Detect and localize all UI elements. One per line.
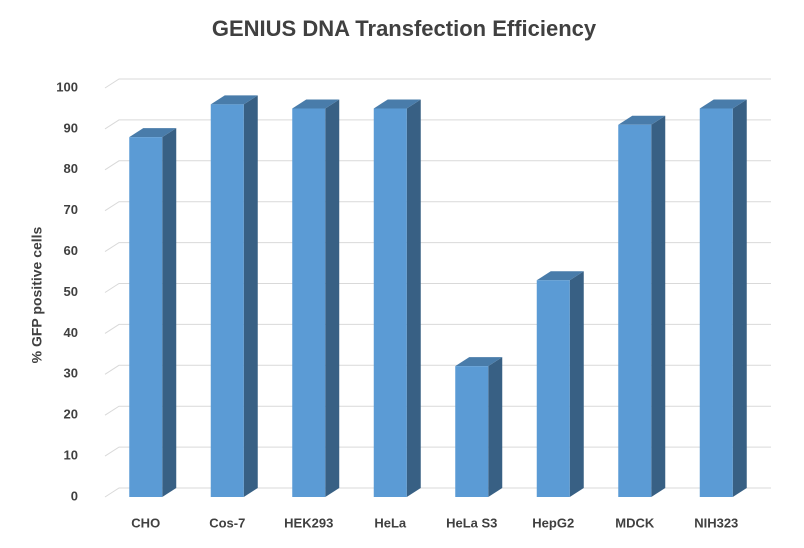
bar <box>536 271 584 497</box>
x-tick-label: Cos-7 <box>209 515 245 530</box>
bar-front <box>210 104 244 498</box>
bar-top <box>536 271 584 281</box>
grid-line <box>104 323 771 334</box>
y-tick-label: 30 <box>64 366 78 381</box>
y-tick-label: 80 <box>64 161 78 176</box>
x-tick-label: HeLa S3 <box>446 515 497 530</box>
bar-side <box>651 115 666 497</box>
bar-front <box>699 108 733 497</box>
bar-side <box>162 128 177 497</box>
bar <box>618 115 666 497</box>
y-tick-label: 50 <box>64 284 78 299</box>
grid-line <box>104 446 771 457</box>
bar-top <box>129 128 177 138</box>
y-tick-label: 60 <box>64 243 78 258</box>
bar-top <box>455 357 503 367</box>
y-tick-label: 10 <box>64 448 78 463</box>
y-tick-label: 40 <box>64 325 78 340</box>
x-tick-label: NIH323 <box>694 515 738 530</box>
y-tick-label: 0 <box>71 488 78 503</box>
bar-side <box>732 99 747 497</box>
bar <box>129 128 177 497</box>
bar-side <box>243 95 258 498</box>
chart-title: GENIUS DNA Transfection Efficiency <box>212 16 597 41</box>
bar-top <box>292 99 340 109</box>
y-tick-label: 20 <box>64 407 78 422</box>
bar-top <box>373 99 421 109</box>
bar-top <box>618 115 666 125</box>
bar <box>699 99 747 497</box>
grid-line <box>104 283 771 293</box>
bar-front <box>129 137 163 497</box>
y-tick-label: 100 <box>56 79 78 94</box>
x-tick-label: HepG2 <box>532 515 574 530</box>
grid-line <box>104 405 771 416</box>
x-tick-label: HEK293 <box>284 515 333 530</box>
y-tick-label: 90 <box>64 120 78 135</box>
bar-side <box>488 357 503 497</box>
x-tick-label: HeLa <box>374 515 407 530</box>
grid-line <box>104 201 771 212</box>
bar-top <box>210 95 258 105</box>
bar <box>373 99 421 497</box>
bar-side <box>569 271 584 497</box>
x-tick-label: MDCK <box>615 515 655 530</box>
grid-line <box>104 160 771 171</box>
bar-front <box>536 280 570 497</box>
bar-front <box>292 108 326 497</box>
grid-line <box>104 487 771 498</box>
bar-side <box>406 99 421 497</box>
bar-front <box>373 108 407 497</box>
bar <box>455 357 503 497</box>
grid-line <box>104 78 771 89</box>
bar <box>210 95 258 498</box>
bar-front <box>455 366 489 497</box>
y-tick-label: 70 <box>64 202 78 217</box>
bar <box>292 99 340 497</box>
bar-side <box>325 99 340 497</box>
grid-line <box>104 119 771 130</box>
bar-front <box>618 124 652 497</box>
x-tick-label: CHO <box>131 515 160 530</box>
grid-line <box>104 242 771 253</box>
grid-line <box>104 364 771 375</box>
bar-top <box>699 99 747 109</box>
y-axis-label: % GFP positive cells <box>29 226 45 363</box>
